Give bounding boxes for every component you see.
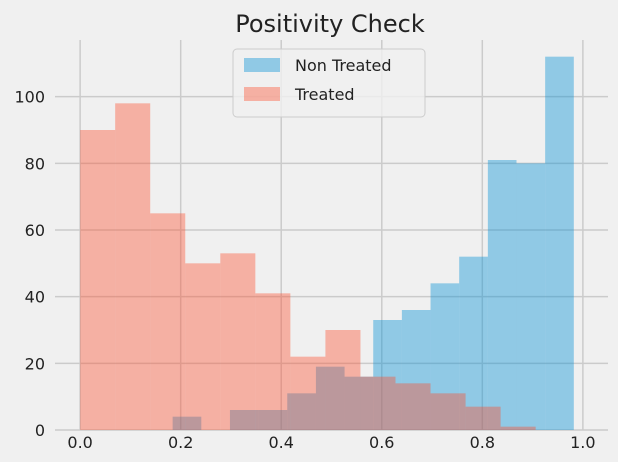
legend-swatch: [244, 58, 280, 72]
histogram-bar: [172, 416, 202, 430]
series-non-treated: [172, 56, 574, 431]
x-axis-tick-labels: 0.0 0.2 0.4 0.6 0.8 1.0: [67, 433, 595, 452]
y-tick-label: 60: [25, 221, 45, 240]
y-axis-tick-labels: 0 20 40 60 80 100: [14, 88, 45, 440]
histogram-bar: [360, 376, 396, 430]
histogram-bar: [220, 253, 256, 430]
histogram-bar: [430, 283, 460, 430]
x-tick-label: 1.0: [570, 433, 595, 452]
y-tick-label: 40: [25, 288, 45, 307]
histogram-bar: [516, 163, 546, 431]
y-tick-label: 100: [14, 88, 45, 107]
histogram-bar: [229, 410, 259, 430]
histogram-bar: [459, 256, 488, 430]
histogram-bar: [150, 213, 186, 430]
x-tick-label: 0.8: [470, 433, 495, 452]
histogram-bar: [373, 320, 402, 430]
histogram-bars: [80, 56, 574, 431]
histogram-bar: [290, 356, 326, 430]
series-treated: [80, 103, 536, 430]
histogram-bar: [465, 406, 501, 430]
histogram-bar: [545, 56, 574, 431]
histogram-bar: [344, 376, 374, 430]
histogram-bar: [430, 393, 466, 430]
histogram-bar: [315, 366, 345, 430]
legend-box: [232, 48, 426, 118]
histogram-bar: [185, 263, 221, 430]
x-tick-label: 0.6: [369, 433, 394, 452]
histogram-bar: [287, 393, 316, 430]
legend-label: Non Treated: [295, 56, 392, 75]
legend-swatch: [244, 87, 280, 101]
histogram-bar: [115, 103, 151, 430]
x-tick-label: 0.2: [168, 433, 193, 452]
chart-title: Positivity Check: [235, 10, 425, 38]
histogram-bar: [325, 330, 361, 430]
legend: Non Treated Treated: [232, 48, 426, 118]
histogram-bar: [80, 130, 116, 430]
histogram-bar: [401, 310, 431, 430]
y-tick-label: 0: [35, 421, 45, 440]
histogram-bar: [500, 426, 536, 430]
histogram-bar: [255, 293, 291, 430]
y-tick-label: 20: [25, 354, 45, 373]
y-tick-label: 80: [25, 154, 45, 173]
x-tick-label: 0.4: [269, 433, 294, 452]
histogram-bar: [487, 160, 517, 430]
x-tick-label: 0.0: [67, 433, 92, 452]
histogram-bar: [395, 383, 431, 430]
histogram-bar: [258, 410, 288, 430]
legend-label: Treated: [294, 85, 355, 104]
